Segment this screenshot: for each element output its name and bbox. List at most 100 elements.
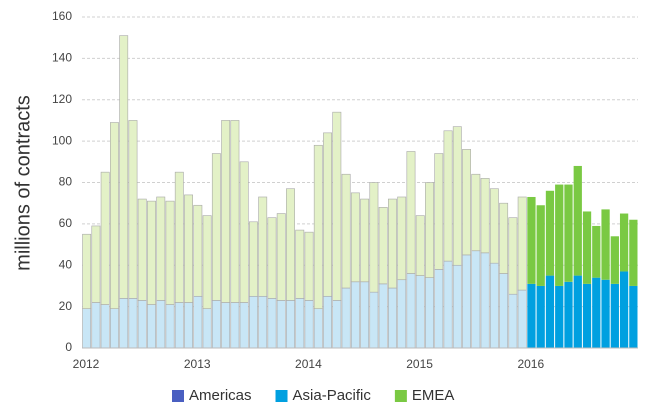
bar-segment [341, 173, 351, 289]
bar-segment [249, 295, 258, 349]
bar-segment [545, 275, 555, 348]
bar-segment [147, 200, 156, 305]
bar-segment [350, 281, 360, 349]
bar-segment [211, 153, 221, 301]
bar-segment [508, 293, 518, 349]
bar-segment [276, 300, 286, 349]
bar-segment [369, 182, 379, 293]
bar-segment [156, 300, 166, 349]
x-tick-label: 2013 [184, 357, 211, 371]
bar-segment [573, 275, 582, 348]
bar-segment [462, 254, 471, 349]
bar-segment [397, 196, 407, 281]
bar-segment [128, 120, 138, 299]
legend-swatch [394, 390, 407, 402]
legend-swatch [172, 390, 184, 402]
bar-segment [230, 120, 240, 303]
x-tick-label: 2015 [406, 357, 433, 371]
x-tick-label: 2016 [517, 357, 544, 371]
bar-segment [425, 277, 434, 349]
bar-segment [629, 219, 638, 286]
bar-segment [156, 196, 166, 301]
bar-segment [489, 262, 499, 349]
bar-segment [128, 298, 138, 349]
y-tick-label: 160 [52, 9, 72, 23]
bar-segment [443, 260, 453, 349]
bar-segment [350, 192, 360, 283]
bar-segment [610, 236, 619, 284]
bar-segment [592, 225, 601, 278]
bar-segment [147, 304, 156, 349]
bar-segment [286, 188, 295, 301]
bar-segment [415, 275, 425, 349]
bar-segment [323, 132, 332, 297]
bar-segment [82, 308, 92, 349]
bar-segment [573, 165, 582, 276]
bar-segment [91, 302, 101, 349]
bar-segment [452, 126, 462, 266]
bar-segment [249, 221, 258, 297]
bar-segment [555, 285, 564, 348]
bar-segment [304, 300, 314, 349]
bar-segment [564, 184, 573, 282]
bar-segment [258, 196, 268, 297]
bar-segment [564, 281, 573, 348]
bar-segment [295, 229, 305, 299]
bar-segment [471, 250, 481, 349]
bar-segment [82, 233, 92, 309]
bar-segment [555, 184, 564, 286]
bar-segment [165, 200, 175, 305]
y-tick-label: 0 [65, 340, 72, 354]
bar-segment [332, 111, 342, 301]
bar-segment [471, 173, 481, 252]
bar-segment [629, 285, 638, 348]
bar-segment [276, 213, 286, 301]
y-tick-label: 140 [52, 51, 72, 65]
bar-segment [202, 215, 212, 309]
bar-segment [239, 161, 249, 303]
bar-segment [517, 289, 527, 349]
bar-segment [397, 279, 407, 349]
bar-segment [360, 198, 370, 283]
bar-segment [221, 120, 231, 303]
bar-segment [193, 204, 203, 297]
legend-swatch [275, 390, 288, 402]
bar-segment [415, 215, 425, 276]
bar-segment [91, 225, 101, 303]
bar-segment [499, 202, 509, 274]
bar-segment [184, 194, 194, 303]
bar-segment [527, 283, 536, 348]
bar-segment [545, 190, 555, 276]
bar-segment [601, 279, 610, 348]
bar-segment [489, 188, 499, 264]
bar-segment [425, 182, 434, 278]
bar-segment [323, 295, 332, 349]
bar-segment [499, 273, 509, 349]
bar-segment [286, 300, 295, 349]
y-tick-label: 20 [59, 299, 73, 313]
bar-segment [110, 122, 119, 309]
bar-segment [184, 302, 194, 349]
y-tick-label: 120 [52, 92, 72, 106]
bar-segment [165, 304, 175, 349]
bar-segment [508, 217, 518, 295]
bar-segment [239, 302, 249, 349]
bar-segment [313, 144, 323, 309]
bar-segment [202, 308, 212, 349]
bar-segment [267, 298, 277, 349]
legend-label: Asia-Pacific [293, 387, 372, 404]
bar-segment [480, 252, 490, 349]
bar-segment [119, 298, 129, 349]
bar-segment [462, 149, 471, 256]
bar-segment [406, 273, 416, 349]
bar-segment [452, 264, 462, 349]
x-tick-label: 2014 [295, 357, 322, 371]
x-tick-label: 2012 [73, 357, 100, 371]
bar-segment [387, 287, 397, 349]
bar-segment [230, 302, 240, 349]
bar-segment [119, 35, 129, 299]
bar-segment [332, 300, 342, 349]
bar-segment [304, 231, 314, 301]
bar-segment [360, 281, 370, 349]
